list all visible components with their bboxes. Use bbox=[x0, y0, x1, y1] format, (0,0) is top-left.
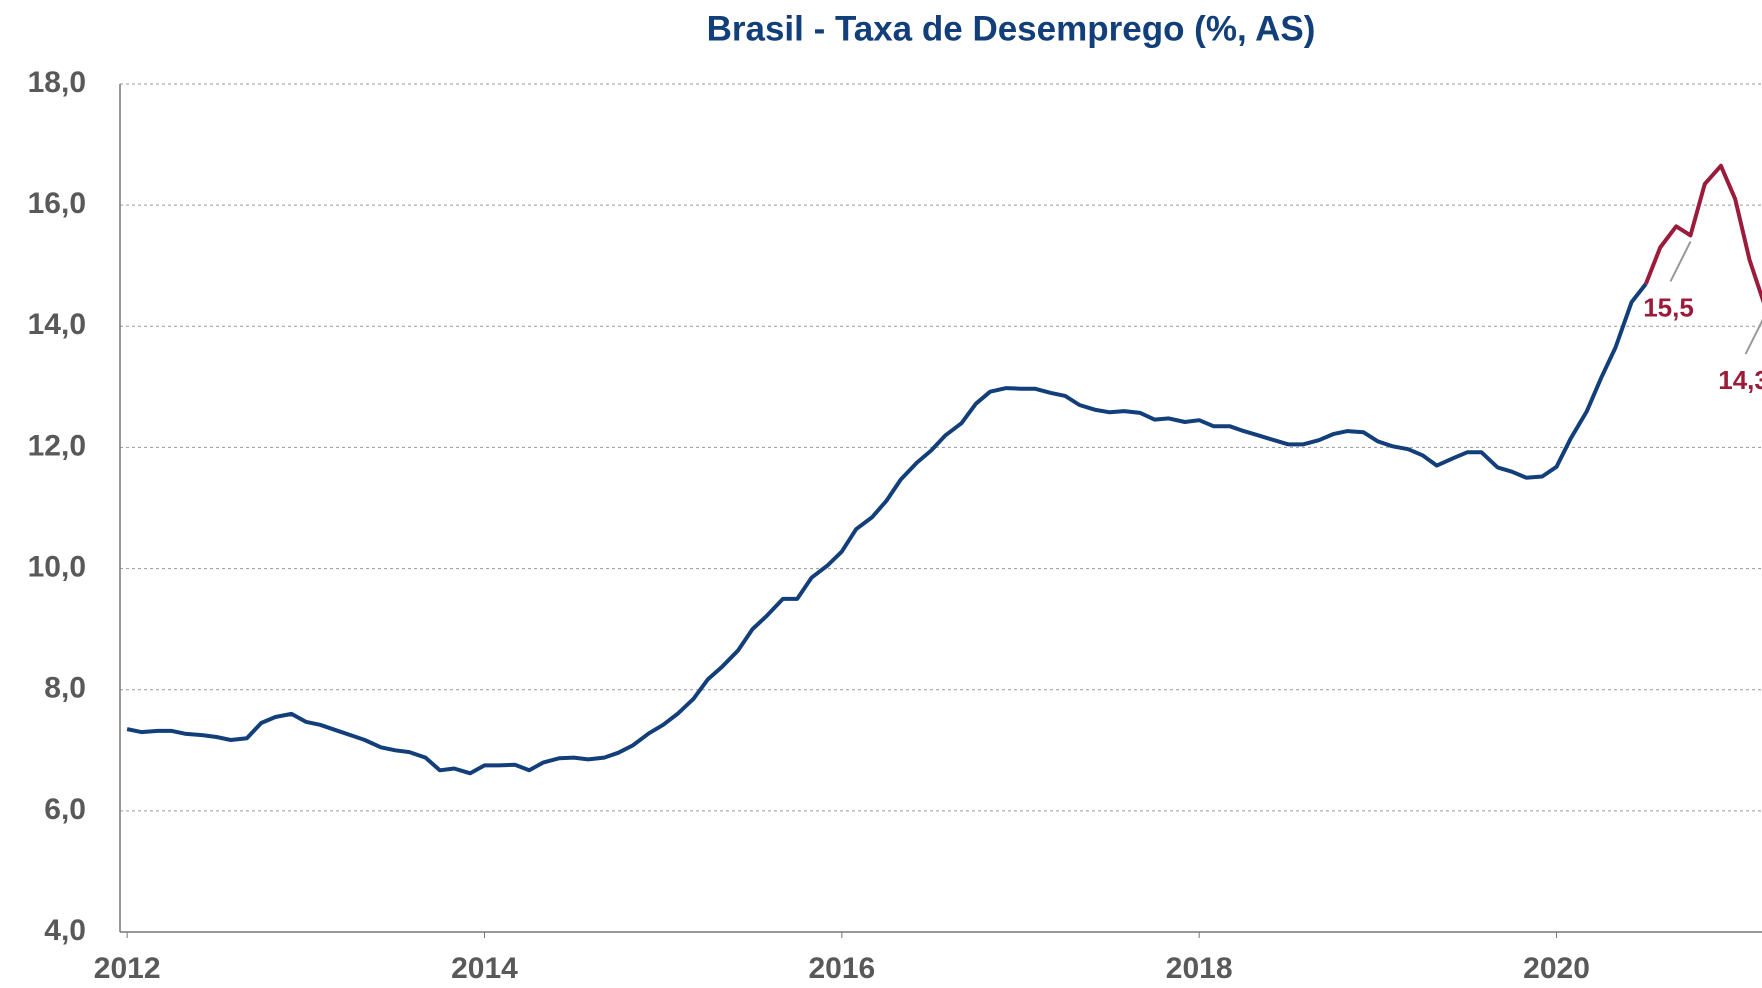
y-tick-label: 8,0 bbox=[44, 672, 86, 705]
y-tick-label: 6,0 bbox=[44, 793, 86, 826]
y-tick-label: 14,0 bbox=[28, 308, 86, 341]
y-tick-label: 12,0 bbox=[28, 429, 86, 462]
label-leader bbox=[1744, 319, 1762, 355]
line-series bbox=[126, 282, 1648, 776]
label-leader bbox=[1669, 240, 1692, 282]
data-label: 14,3 bbox=[1718, 365, 1762, 395]
y-tick-label: 10,0 bbox=[28, 550, 86, 583]
line-series bbox=[1644, 163, 1762, 304]
y-tick-label: 4,0 bbox=[44, 914, 86, 947]
x-tick-label: 2014 bbox=[451, 952, 518, 985]
y-tick-label: 16,0 bbox=[28, 187, 86, 220]
x-tick-label: 2012 bbox=[94, 952, 161, 985]
y-tick-label: 18,0 bbox=[28, 66, 86, 99]
x-tick-label: 2016 bbox=[808, 952, 875, 985]
x-tick-label: 2018 bbox=[1166, 952, 1233, 985]
data-label: 15,5 bbox=[1643, 292, 1694, 322]
x-tick-label: 2020 bbox=[1523, 952, 1590, 985]
chart-title: Brasil - Taxa de Desemprego (%, AS) bbox=[707, 9, 1316, 48]
